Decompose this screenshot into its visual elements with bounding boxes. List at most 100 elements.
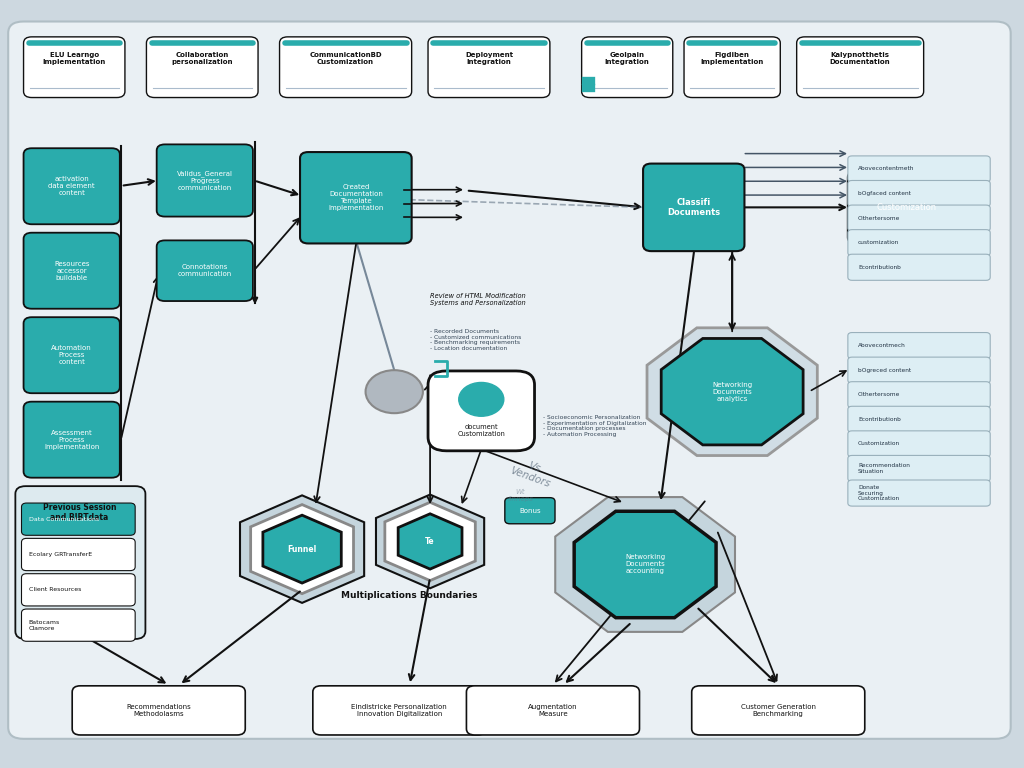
Polygon shape <box>662 339 803 445</box>
Polygon shape <box>251 505 353 594</box>
Text: Augmentation
Measure: Augmentation Measure <box>528 704 578 717</box>
FancyBboxPatch shape <box>24 402 120 478</box>
FancyBboxPatch shape <box>848 431 990 457</box>
FancyBboxPatch shape <box>157 240 253 301</box>
Polygon shape <box>263 515 341 583</box>
Circle shape <box>366 370 423 413</box>
Polygon shape <box>398 514 462 569</box>
Text: Abovecontmech: Abovecontmech <box>858 343 906 348</box>
FancyBboxPatch shape <box>848 180 990 207</box>
FancyBboxPatch shape <box>24 233 120 309</box>
Text: customization: customization <box>858 240 899 245</box>
FancyBboxPatch shape <box>848 205 990 231</box>
Text: Donate
Securing
Customization: Donate Securing Customization <box>858 485 900 502</box>
FancyBboxPatch shape <box>24 37 125 98</box>
Text: document
Customization: document Customization <box>458 424 505 436</box>
Text: Connotations
communication: Connotations communication <box>178 264 231 277</box>
Text: Customization: Customization <box>858 442 900 446</box>
FancyBboxPatch shape <box>848 230 990 256</box>
Text: Geolpain
Integration: Geolpain Integration <box>605 52 649 65</box>
Text: bOgfaced content: bOgfaced content <box>858 191 911 196</box>
Text: Collaboration
personalization: Collaboration personalization <box>171 52 233 65</box>
Text: Resources
accessor
buildable: Resources accessor buildable <box>54 260 89 281</box>
Text: Client Resources: Client Resources <box>29 588 81 592</box>
FancyBboxPatch shape <box>22 609 135 641</box>
Text: Multiplications Boundaries: Multiplications Boundaries <box>341 591 478 600</box>
Text: Figdiben
Implementation: Figdiben Implementation <box>700 52 764 65</box>
Text: ELU Learngo
Implementation: ELU Learngo Implementation <box>43 52 105 65</box>
FancyBboxPatch shape <box>280 37 412 98</box>
Polygon shape <box>647 328 817 455</box>
FancyBboxPatch shape <box>797 37 924 98</box>
FancyBboxPatch shape <box>300 152 412 243</box>
Polygon shape <box>555 497 735 632</box>
FancyBboxPatch shape <box>428 371 535 451</box>
Text: bOgreced content: bOgreced content <box>858 368 911 372</box>
FancyBboxPatch shape <box>848 156 990 182</box>
Text: activation
data element
content: activation data element content <box>48 176 95 197</box>
FancyBboxPatch shape <box>848 333 990 359</box>
FancyBboxPatch shape <box>848 382 990 408</box>
FancyBboxPatch shape <box>848 455 990 482</box>
FancyBboxPatch shape <box>72 686 246 735</box>
Text: Customization: Customization <box>877 203 936 212</box>
Text: Ecolary GRTransferE: Ecolary GRTransferE <box>29 552 92 557</box>
FancyBboxPatch shape <box>428 37 550 98</box>
Text: Recommendations
Methodolasms: Recommendations Methodolasms <box>126 704 191 717</box>
Text: Bonus: Bonus <box>519 508 541 514</box>
FancyBboxPatch shape <box>848 480 990 506</box>
FancyBboxPatch shape <box>22 538 135 571</box>
FancyBboxPatch shape <box>146 37 258 98</box>
Polygon shape <box>376 495 484 588</box>
Text: Assessment
Process
Implementation: Assessment Process Implementation <box>44 429 99 450</box>
Text: Funnel: Funnel <box>288 545 316 554</box>
Text: Networking
Documents
accounting: Networking Documents accounting <box>625 554 666 574</box>
Polygon shape <box>574 511 716 617</box>
Circle shape <box>459 382 504 416</box>
FancyBboxPatch shape <box>24 317 120 393</box>
Polygon shape <box>240 495 365 603</box>
Text: Deployment
Integration: Deployment Integration <box>465 52 513 65</box>
Text: Econtributionb: Econtributionb <box>858 417 901 422</box>
Text: Econtributionb: Econtributionb <box>858 265 901 270</box>
FancyBboxPatch shape <box>22 574 135 606</box>
Text: Te: Te <box>425 537 435 546</box>
Text: Cithertersome: Cithertersome <box>858 392 900 397</box>
Text: Previous Session
and BIBTdata: Previous Session and BIBTdata <box>43 503 116 522</box>
FancyBboxPatch shape <box>848 171 965 243</box>
Polygon shape <box>385 502 475 581</box>
Text: - Recorded Documents
- Customized communications
- Benchmarking requirements
- L: - Recorded Documents - Customized commun… <box>430 329 521 351</box>
FancyBboxPatch shape <box>848 357 990 383</box>
Text: Created
Documentation
Template
Implementation: Created Documentation Template Implement… <box>328 184 384 211</box>
FancyBboxPatch shape <box>692 686 864 735</box>
FancyBboxPatch shape <box>684 37 780 98</box>
Text: - Socioeconomic Personalization
- Experimentation of Digitalization
- Documentat: - Socioeconomic Personalization - Experi… <box>543 415 646 437</box>
FancyBboxPatch shape <box>848 254 990 280</box>
Text: Abovecontentmeth: Abovecontentmeth <box>858 167 914 171</box>
Text: Automation
Process
content: Automation Process content <box>51 345 92 366</box>
Text: Eindistricke Personalization
Innovation Digitalization: Eindistricke Personalization Innovation … <box>351 704 447 717</box>
FancyBboxPatch shape <box>157 144 253 217</box>
Text: Vs
Vendors: Vs Vendors <box>509 455 556 490</box>
Text: Cithertersome: Cithertersome <box>858 216 900 220</box>
FancyBboxPatch shape <box>8 22 1011 739</box>
Text: Validus_General
Progress
communication: Validus_General Progress communication <box>177 170 232 191</box>
Text: Kalypnotthetis
Documentation: Kalypnotthetis Documentation <box>829 52 891 65</box>
Text: CommunicationBD
Customization: CommunicationBD Customization <box>309 52 382 65</box>
Text: Data Communications: Data Communications <box>29 517 98 521</box>
Text: Classifi
Documents: Classifi Documents <box>668 197 720 217</box>
Text: Networking
Documents
analytics: Networking Documents analytics <box>712 382 753 402</box>
FancyBboxPatch shape <box>22 503 135 535</box>
FancyBboxPatch shape <box>848 406 990 432</box>
Text: Review of HTML Modification
Systems and Personalization: Review of HTML Modification Systems and … <box>430 293 526 306</box>
FancyBboxPatch shape <box>643 164 744 251</box>
FancyBboxPatch shape <box>313 686 486 735</box>
FancyBboxPatch shape <box>24 148 120 224</box>
Text: Batocams
Clamore: Batocams Clamore <box>29 620 60 631</box>
Text: Wt
finnops: Wt finnops <box>507 489 534 502</box>
FancyBboxPatch shape <box>505 498 555 524</box>
Text: Recommendation
Situation: Recommendation Situation <box>858 463 910 474</box>
FancyBboxPatch shape <box>15 486 145 639</box>
FancyBboxPatch shape <box>467 686 639 735</box>
Text: Customer Generation
Benchmarking: Customer Generation Benchmarking <box>740 704 816 717</box>
